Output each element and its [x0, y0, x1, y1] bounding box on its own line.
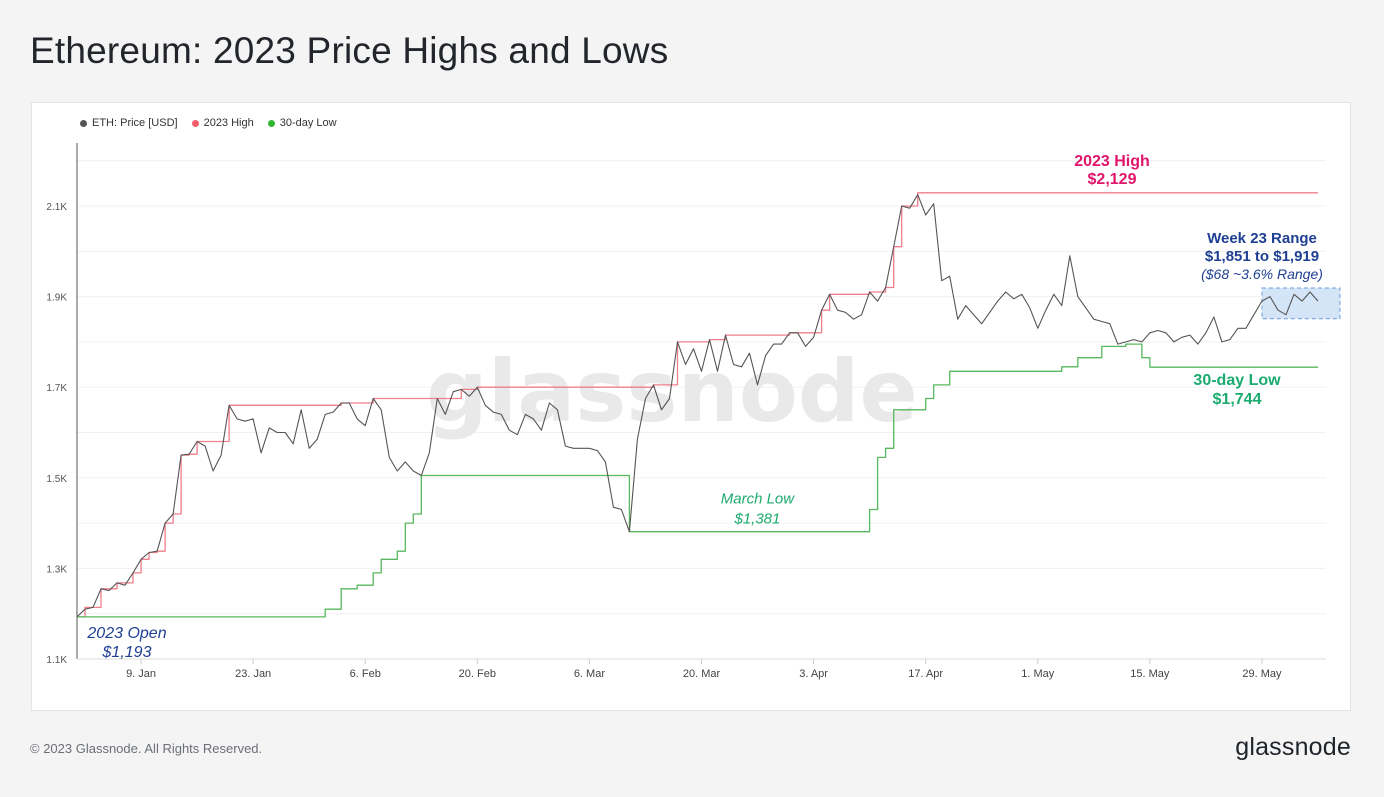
x-tick-label: 15. May — [1130, 668, 1170, 680]
legend-item-low[interactable]: 30-day Low — [267, 117, 337, 129]
range-annotation-label: Week 23 Range — [1207, 230, 1317, 247]
chart-legend: ETH: Price [USD] 2023 High 30-day Low — [80, 117, 337, 129]
eth-price-line — [76, 194, 1319, 618]
y-axis: 1.1K 1.3K 1.5K 1.7K 1.9K 2.1K — [46, 143, 78, 666]
x-tick-label: 1. May — [1021, 668, 1055, 680]
legend-label-price: ETH: Price [USD] — [92, 117, 178, 129]
x-tick-label: 6. Feb — [350, 668, 381, 680]
x-tick-label: 3. Apr — [799, 668, 828, 680]
march-low-annotation-value: $1,381 — [733, 511, 780, 528]
y-tick-label: 1.5K — [46, 474, 67, 485]
y-tick-label: 2.1K — [46, 202, 67, 213]
glassnode-logo[interactable]: glassnode — [1235, 733, 1351, 761]
legend-dot-price — [80, 119, 87, 127]
low-annotation-label: 30-day Low — [1193, 372, 1281, 389]
x-tick-label: 23. Jan — [235, 668, 271, 680]
legend-item-price[interactable]: ETH: Price [USD] — [80, 117, 178, 129]
legend-dot-low — [267, 119, 275, 127]
annotations: 2023 High$2,129 Week 23 Range$1,851 to $1… — [86, 153, 1323, 661]
y-tick-label: 1.7K — [46, 383, 67, 394]
legend-label-high: 2023 High — [203, 117, 254, 129]
march-low-annotation-label: March Low — [721, 491, 796, 508]
x-tick-label: 9. Jan — [126, 668, 156, 680]
series-lines — [76, 192, 1319, 618]
y-tick-label: 1.1K — [46, 655, 67, 666]
x-axis: 9. Jan 23. Jan 6. Feb 20. Feb 6. Mar 20. Mar 3… — [77, 658, 1326, 680]
watermark-text: glassnode — [426, 342, 918, 442]
high-annotation-label: 2023 High — [1074, 153, 1150, 170]
x-tick-label: 29. May — [1242, 668, 1282, 680]
page-title: Ethereum: 2023 Price Highs and Lows — [30, 30, 669, 71]
high-annotation-value: $2,129 — [1088, 171, 1137, 188]
range-annotation-value: $1,851 to $1,919 — [1205, 248, 1319, 265]
high-2023-line — [77, 192, 1318, 618]
x-tick-label: 6. Mar — [574, 668, 606, 680]
legend-dot-high — [191, 119, 199, 127]
legend-item-high[interactable]: 2023 High — [191, 117, 254, 129]
chart-card: ETH: Price [USD] 2023 High 30-day Low 1.… — [31, 102, 1351, 711]
y-tick-label: 1.9K — [46, 293, 67, 304]
x-tick-label: 20. Mar — [683, 668, 721, 680]
x-tick-label: 17. Apr — [908, 668, 943, 680]
x-tick-label: 20. Feb — [459, 668, 496, 680]
legend-label-low: 30-day Low — [279, 117, 337, 129]
range-annotation-note: ($68 ~3.6% Range) — [1201, 266, 1323, 282]
open-annotation-label: 2023 Open — [86, 625, 166, 642]
low-annotation-value: $1,744 — [1213, 391, 1262, 408]
footer-copyright: © 2023 Glassnode. All Rights Reserved. — [30, 741, 263, 756]
low-30-day-line — [77, 343, 1318, 618]
open-annotation-value: $1,193 — [102, 644, 152, 661]
y-tick-label: 1.3K — [46, 564, 67, 575]
week-23-range-box — [1261, 287, 1341, 320]
price-chart: 1.1K 1.3K 1.5K 1.7K 1.9K 2.1K 9. Jan 23. Jan 6.… — [46, 143, 1341, 680]
